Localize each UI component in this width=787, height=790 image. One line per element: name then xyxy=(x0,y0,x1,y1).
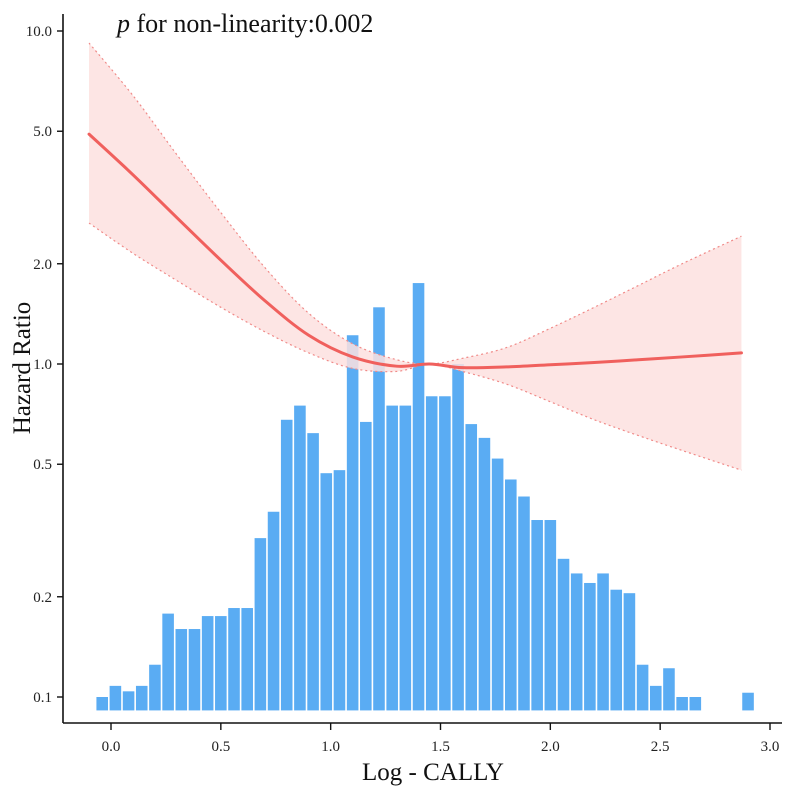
x-tick-label: 0.5 xyxy=(211,739,230,755)
x-axis-title: Log - CALLY xyxy=(362,759,504,786)
histogram-bar xyxy=(294,405,306,711)
histogram-bar xyxy=(346,335,359,711)
histogram-bar xyxy=(228,608,240,711)
histogram-bar xyxy=(623,593,636,711)
histogram-bar xyxy=(320,473,333,711)
histogram-bar xyxy=(399,405,412,711)
y-tick-label: 0.5 xyxy=(33,457,52,473)
histogram-bar xyxy=(452,364,464,711)
x-tick-label: 1.0 xyxy=(321,739,340,755)
x-tick-label: 2.0 xyxy=(541,739,560,755)
histogram-bar xyxy=(505,479,517,711)
y-tick-label: 1.0 xyxy=(33,357,52,373)
y-tick-label: 2.0 xyxy=(33,257,52,273)
x-tick-label: 2.5 xyxy=(651,739,670,755)
ci-upper-bound xyxy=(88,42,742,365)
axes xyxy=(62,14,782,724)
histogram-bar xyxy=(188,629,201,711)
histogram-bar xyxy=(518,496,530,711)
nonlinearity-annotation: p for non-linearity:0.002 xyxy=(115,9,373,38)
histogram-bar xyxy=(557,558,570,711)
histogram-bar xyxy=(531,520,543,711)
histogram-bar xyxy=(386,405,398,711)
histogram-bar xyxy=(360,421,372,711)
ci-lower-bound xyxy=(88,222,742,471)
histogram-bar xyxy=(465,424,478,711)
histogram-bar xyxy=(689,697,702,711)
histogram-bar xyxy=(597,573,609,711)
histogram-bar xyxy=(254,538,267,711)
histogram-bar xyxy=(333,470,346,711)
y-axis-title: Hazard Ratio xyxy=(9,302,36,435)
x-ticks: 0.0 0.5 1.0 1.5 2.0 2.5 3.0 xyxy=(102,723,780,755)
x-tick-label: 0.0 xyxy=(102,739,121,755)
histogram-bar xyxy=(162,613,174,711)
histogram-bar xyxy=(109,685,122,711)
histogram-bar xyxy=(175,629,188,711)
y-ticks: 0.1 0.2 0.5 1.0 2.0 5.0 10.0 xyxy=(26,24,63,706)
histogram-bar xyxy=(742,692,754,711)
histogram-bar xyxy=(280,419,293,711)
x-tick-label: 3.0 xyxy=(761,739,780,755)
hazard-ratio-line-layer xyxy=(87,132,743,370)
histogram-bar xyxy=(215,616,227,711)
histogram-bar xyxy=(584,582,596,711)
y-tick-label: 0.2 xyxy=(33,590,52,606)
histogram-layer xyxy=(96,283,754,711)
histogram-bar xyxy=(544,520,557,711)
histogram-bar xyxy=(373,307,385,711)
y-tick-label: 5.0 xyxy=(33,124,52,140)
histogram-bar xyxy=(649,685,662,711)
histogram-bar xyxy=(425,396,438,711)
histogram-bar xyxy=(636,664,649,711)
histogram-bar xyxy=(267,511,280,711)
histogram-bar xyxy=(478,437,491,711)
histogram-bar xyxy=(412,283,425,711)
histogram-bar xyxy=(676,697,688,711)
y-tick-label: 10.0 xyxy=(26,24,52,40)
histogram-bar xyxy=(439,396,451,711)
histogram-bar xyxy=(663,668,675,711)
histogram-bar xyxy=(241,608,253,711)
histogram-bar xyxy=(201,616,214,711)
histogram-bar xyxy=(570,573,583,711)
x-tick-label: 1.5 xyxy=(431,739,450,755)
histogram-bar xyxy=(307,433,319,711)
histogram-bar xyxy=(491,458,504,711)
histogram-bar xyxy=(122,691,135,711)
histogram-bar xyxy=(610,589,623,711)
histogram-bar xyxy=(96,697,109,711)
y-tick-label: 0.1 xyxy=(33,690,52,706)
annotation-text: for non-linearity:0.002 xyxy=(130,9,373,38)
p-symbol: p xyxy=(115,9,130,38)
histogram-bar xyxy=(149,664,161,711)
hazard-ratio-line xyxy=(87,132,743,370)
histogram-bar xyxy=(135,685,148,711)
